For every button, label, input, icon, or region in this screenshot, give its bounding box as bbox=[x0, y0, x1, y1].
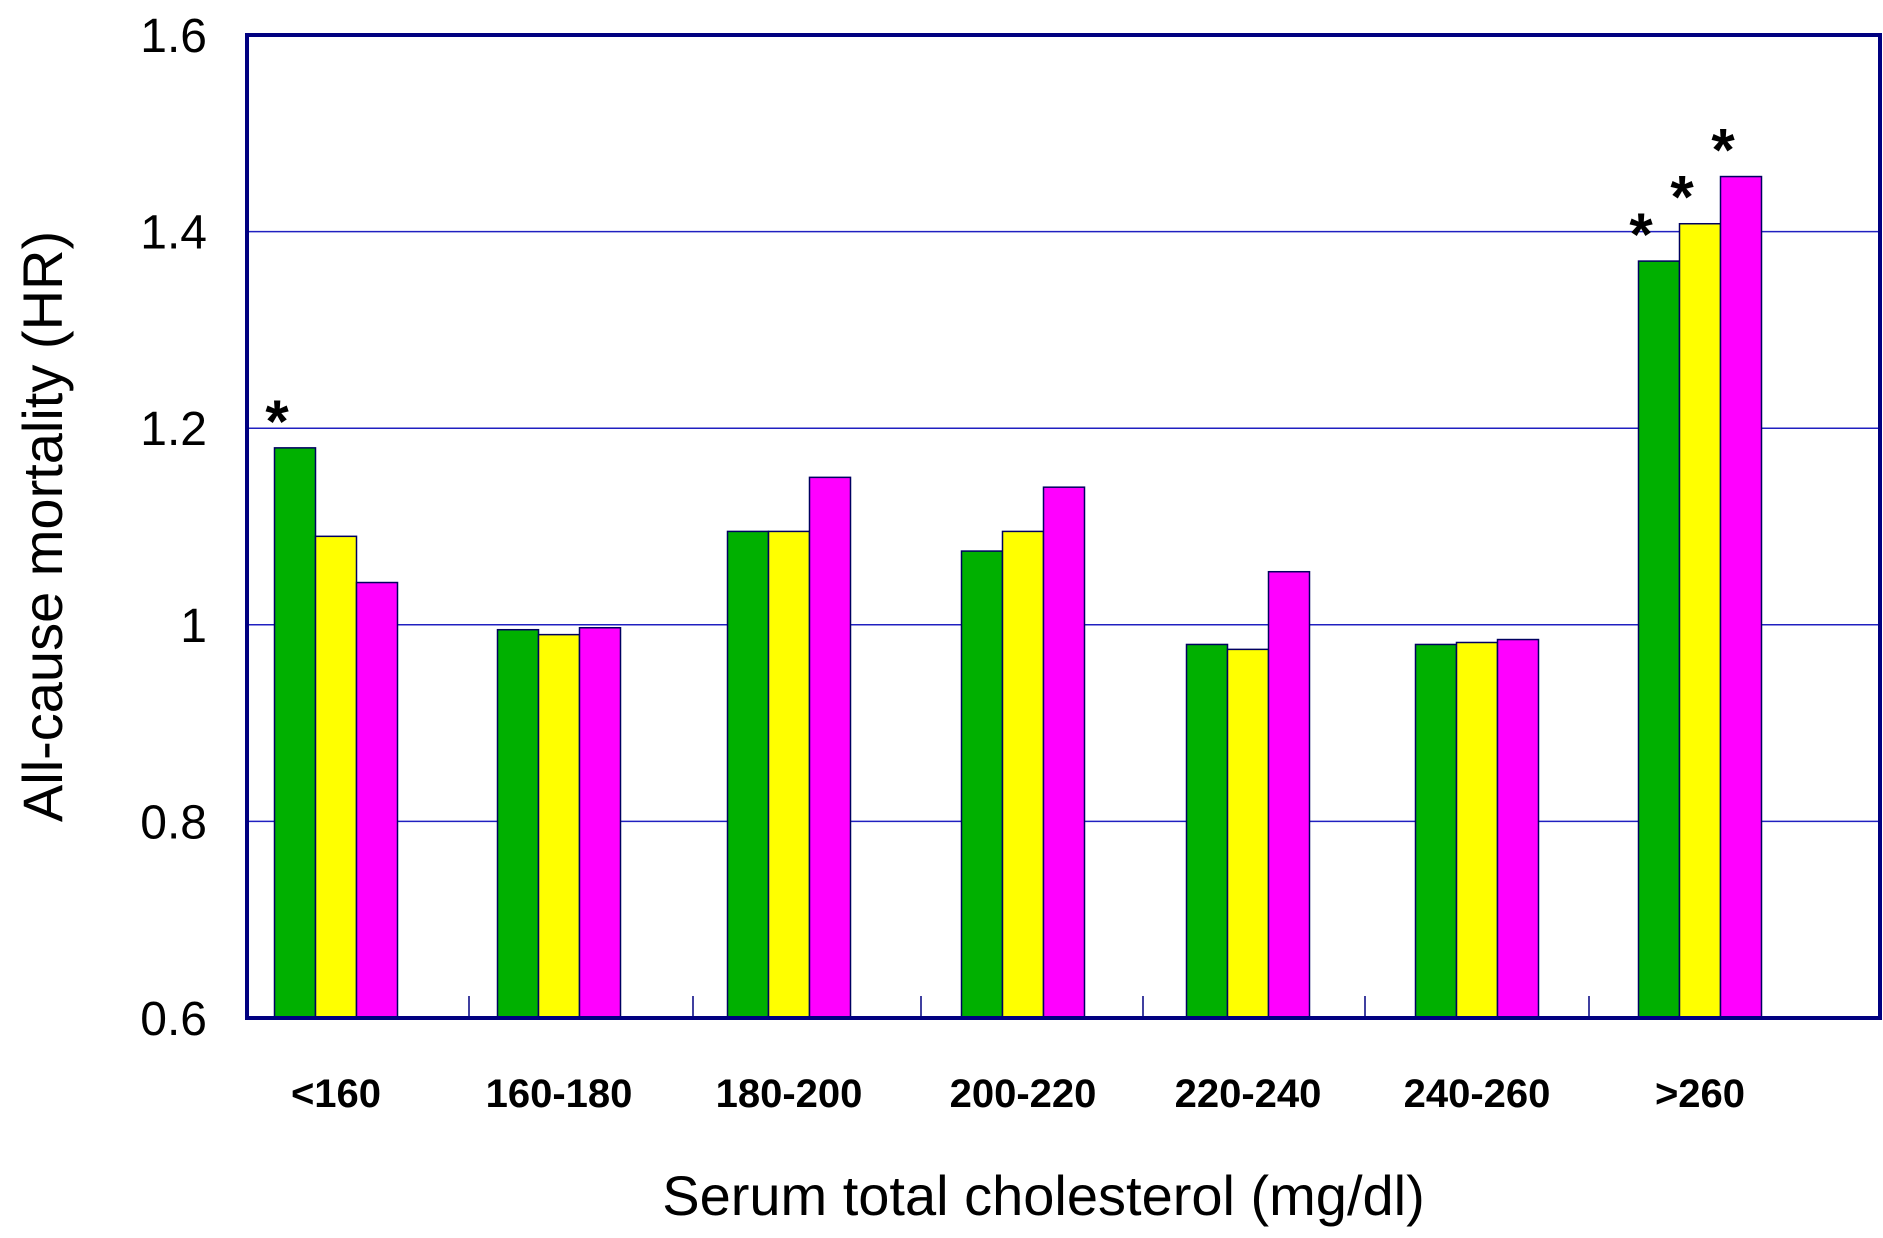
y-tick-label-1: 0.8 bbox=[140, 796, 207, 849]
bar-4-2 bbox=[1267, 570, 1311, 1019]
x-axis-category-labels: <160 160-180 180-200 200-220 220-240 240-260 >… bbox=[291, 1072, 1745, 1116]
x-axis-ticks bbox=[468, 996, 1590, 1018]
bar-2-1 bbox=[767, 530, 811, 1019]
x-category-label-6: >260 bbox=[1655, 1072, 1745, 1116]
x-category-label-0: <160 bbox=[291, 1072, 381, 1116]
bar-0-2 bbox=[355, 581, 399, 1019]
y-tick-label-0: 0.6 bbox=[140, 993, 207, 1046]
x-category-label-1: 160-180 bbox=[486, 1072, 633, 1116]
y-tick-label-4: 1.4 bbox=[140, 207, 207, 260]
bar-1-2 bbox=[578, 626, 622, 1019]
significance-star-1: * bbox=[1629, 201, 1653, 268]
bar-5-1 bbox=[1455, 641, 1499, 1019]
y-tick-label-5: 1.6 bbox=[140, 10, 207, 63]
bar-3-0 bbox=[960, 550, 1004, 1019]
significance-star-3: * bbox=[1711, 117, 1735, 184]
x-category-label-2: 180-200 bbox=[716, 1072, 863, 1116]
bar-6-1 bbox=[1678, 222, 1722, 1019]
x-axis-title: Serum total cholesterol (mg/dl) bbox=[662, 1164, 1425, 1227]
bar-3-1 bbox=[1001, 530, 1045, 1019]
bar-4-1 bbox=[1226, 648, 1270, 1019]
bar-3-2 bbox=[1042, 486, 1086, 1019]
bar-4-0 bbox=[1185, 643, 1229, 1019]
y-tick-label-2: 1 bbox=[180, 600, 207, 653]
significance-star-0: * bbox=[265, 388, 289, 455]
significance-star-2: * bbox=[1670, 164, 1694, 231]
bar-5-0 bbox=[1414, 643, 1458, 1019]
significance-markers: * * * * bbox=[265, 117, 1735, 455]
bar-2-0 bbox=[726, 530, 770, 1019]
y-tick-label-3: 1.2 bbox=[140, 403, 207, 456]
bar-1-1 bbox=[537, 633, 581, 1019]
x-category-label-4: 220-240 bbox=[1175, 1072, 1322, 1116]
x-category-label-3: 200-220 bbox=[950, 1072, 1097, 1116]
bar-6-0 bbox=[1637, 260, 1681, 1019]
y-axis-title: All-cause mortality (HR) bbox=[11, 231, 74, 822]
bar-1-0 bbox=[496, 628, 540, 1019]
bar-0-1 bbox=[314, 535, 358, 1019]
y-axis-tick-labels: 0.6 0.8 1 1.2 1.4 1.6 bbox=[140, 10, 207, 1046]
bar-5-2 bbox=[1496, 638, 1540, 1019]
plot-frame bbox=[245, 33, 1882, 1020]
x-category-label-5: 240-260 bbox=[1404, 1072, 1551, 1116]
bar-6-2 bbox=[1719, 175, 1763, 1019]
bars bbox=[273, 175, 1763, 1019]
bar-2-2 bbox=[808, 476, 852, 1019]
bar-0-0 bbox=[273, 447, 317, 1019]
